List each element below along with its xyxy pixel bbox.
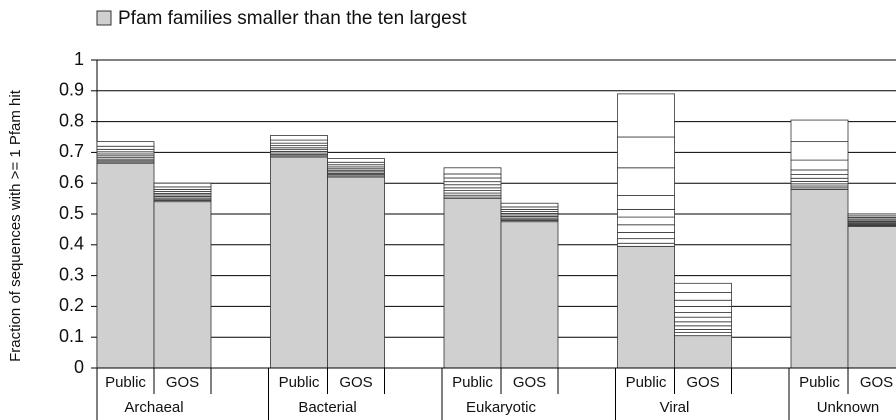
group-label: Bacterial	[298, 399, 356, 416]
bar-segment	[96, 141, 155, 147]
x-tick-label: GOS	[339, 374, 372, 391]
bar-segment	[443, 181, 502, 186]
bar-segment	[674, 292, 732, 301]
bar-segment	[674, 299, 732, 307]
bar-segment	[443, 177, 502, 183]
bar-segment	[790, 141, 849, 161]
bar-segment	[674, 332, 732, 337]
group-label: Eukaryotic	[466, 399, 537, 416]
bar-segment	[617, 245, 675, 369]
bar-segment	[443, 167, 502, 175]
legend-swatch	[96, 10, 112, 26]
x-tick-label: Public	[452, 374, 493, 391]
bar-segment	[617, 167, 675, 196]
y-axis-title: Fraction of sequences with >= 1 Pfam hit	[7, 89, 24, 362]
bar-segment	[847, 213, 896, 217]
x-tick-label: Public	[105, 374, 146, 391]
bar-segment	[790, 119, 849, 143]
bar-segment	[500, 202, 559, 208]
group-label: Viral	[660, 399, 690, 416]
bar-segment	[153, 182, 212, 188]
bar-segment	[617, 242, 675, 247]
bar-segment	[617, 195, 675, 210]
bar-segment	[847, 225, 896, 369]
x-tick-label: Public	[279, 374, 320, 391]
bar-segment	[674, 321, 732, 327]
bar-segment	[790, 174, 849, 179]
bar-segment	[96, 145, 155, 150]
y-tick-label: 0.2	[59, 295, 84, 315]
group-label: Archaeal	[124, 399, 183, 416]
bar-segment	[327, 158, 385, 163]
x-tick-label: Public	[626, 374, 667, 391]
y-tick-label: 0.6	[59, 172, 84, 192]
bar-segment	[617, 93, 675, 138]
bar-segment	[790, 159, 849, 171]
y-tick-label: 0.3	[59, 264, 84, 284]
bar-segment	[443, 173, 502, 179]
bar-segment	[790, 169, 849, 175]
bar-segment	[617, 238, 675, 244]
bar-segment	[617, 224, 675, 233]
y-tick-label: 0.1	[59, 326, 84, 346]
bar-segment	[617, 232, 675, 240]
bar-segment	[617, 216, 675, 226]
bar-segment	[96, 162, 155, 369]
bar-segment	[790, 177, 849, 182]
bar-segment	[674, 316, 732, 323]
bar-segment	[674, 312, 732, 318]
legend-label: Pfam families smaller than the ten large…	[118, 8, 467, 29]
bar-segment	[443, 184, 502, 189]
bar-segment	[674, 282, 732, 293]
bar-segment	[617, 208, 675, 218]
x-tick-label: GOS	[513, 374, 546, 391]
bar-segment	[674, 305, 732, 313]
bar-segment	[270, 156, 328, 369]
bar-segment	[443, 198, 502, 369]
group-label: Unknown	[817, 399, 880, 416]
y-tick-label: 0.7	[59, 141, 84, 161]
x-tick-label: GOS	[860, 374, 893, 391]
bar-segment	[443, 187, 502, 191]
bar-segment	[327, 176, 385, 369]
y-tick-label: 0.4	[59, 234, 84, 254]
y-tick-label: 0.9	[59, 80, 84, 100]
y-tick-label: 0.8	[59, 110, 84, 130]
x-tick-label: GOS	[686, 374, 719, 391]
bar-segment	[674, 335, 732, 369]
x-tick-label: GOS	[166, 374, 199, 391]
bar-segment	[617, 136, 675, 169]
bar-segment	[153, 201, 212, 369]
bar-segment	[674, 329, 732, 333]
y-tick-label: 1	[74, 49, 84, 69]
bar-segment	[674, 325, 732, 330]
bar-segment	[270, 135, 328, 141]
bar-segment	[500, 221, 559, 369]
bar-segment	[270, 139, 328, 144]
bar-segment	[790, 188, 849, 369]
y-tick-label: 0	[74, 357, 84, 377]
x-tick-label: Public	[799, 374, 840, 391]
y-tick-label: 0.5	[59, 203, 84, 223]
